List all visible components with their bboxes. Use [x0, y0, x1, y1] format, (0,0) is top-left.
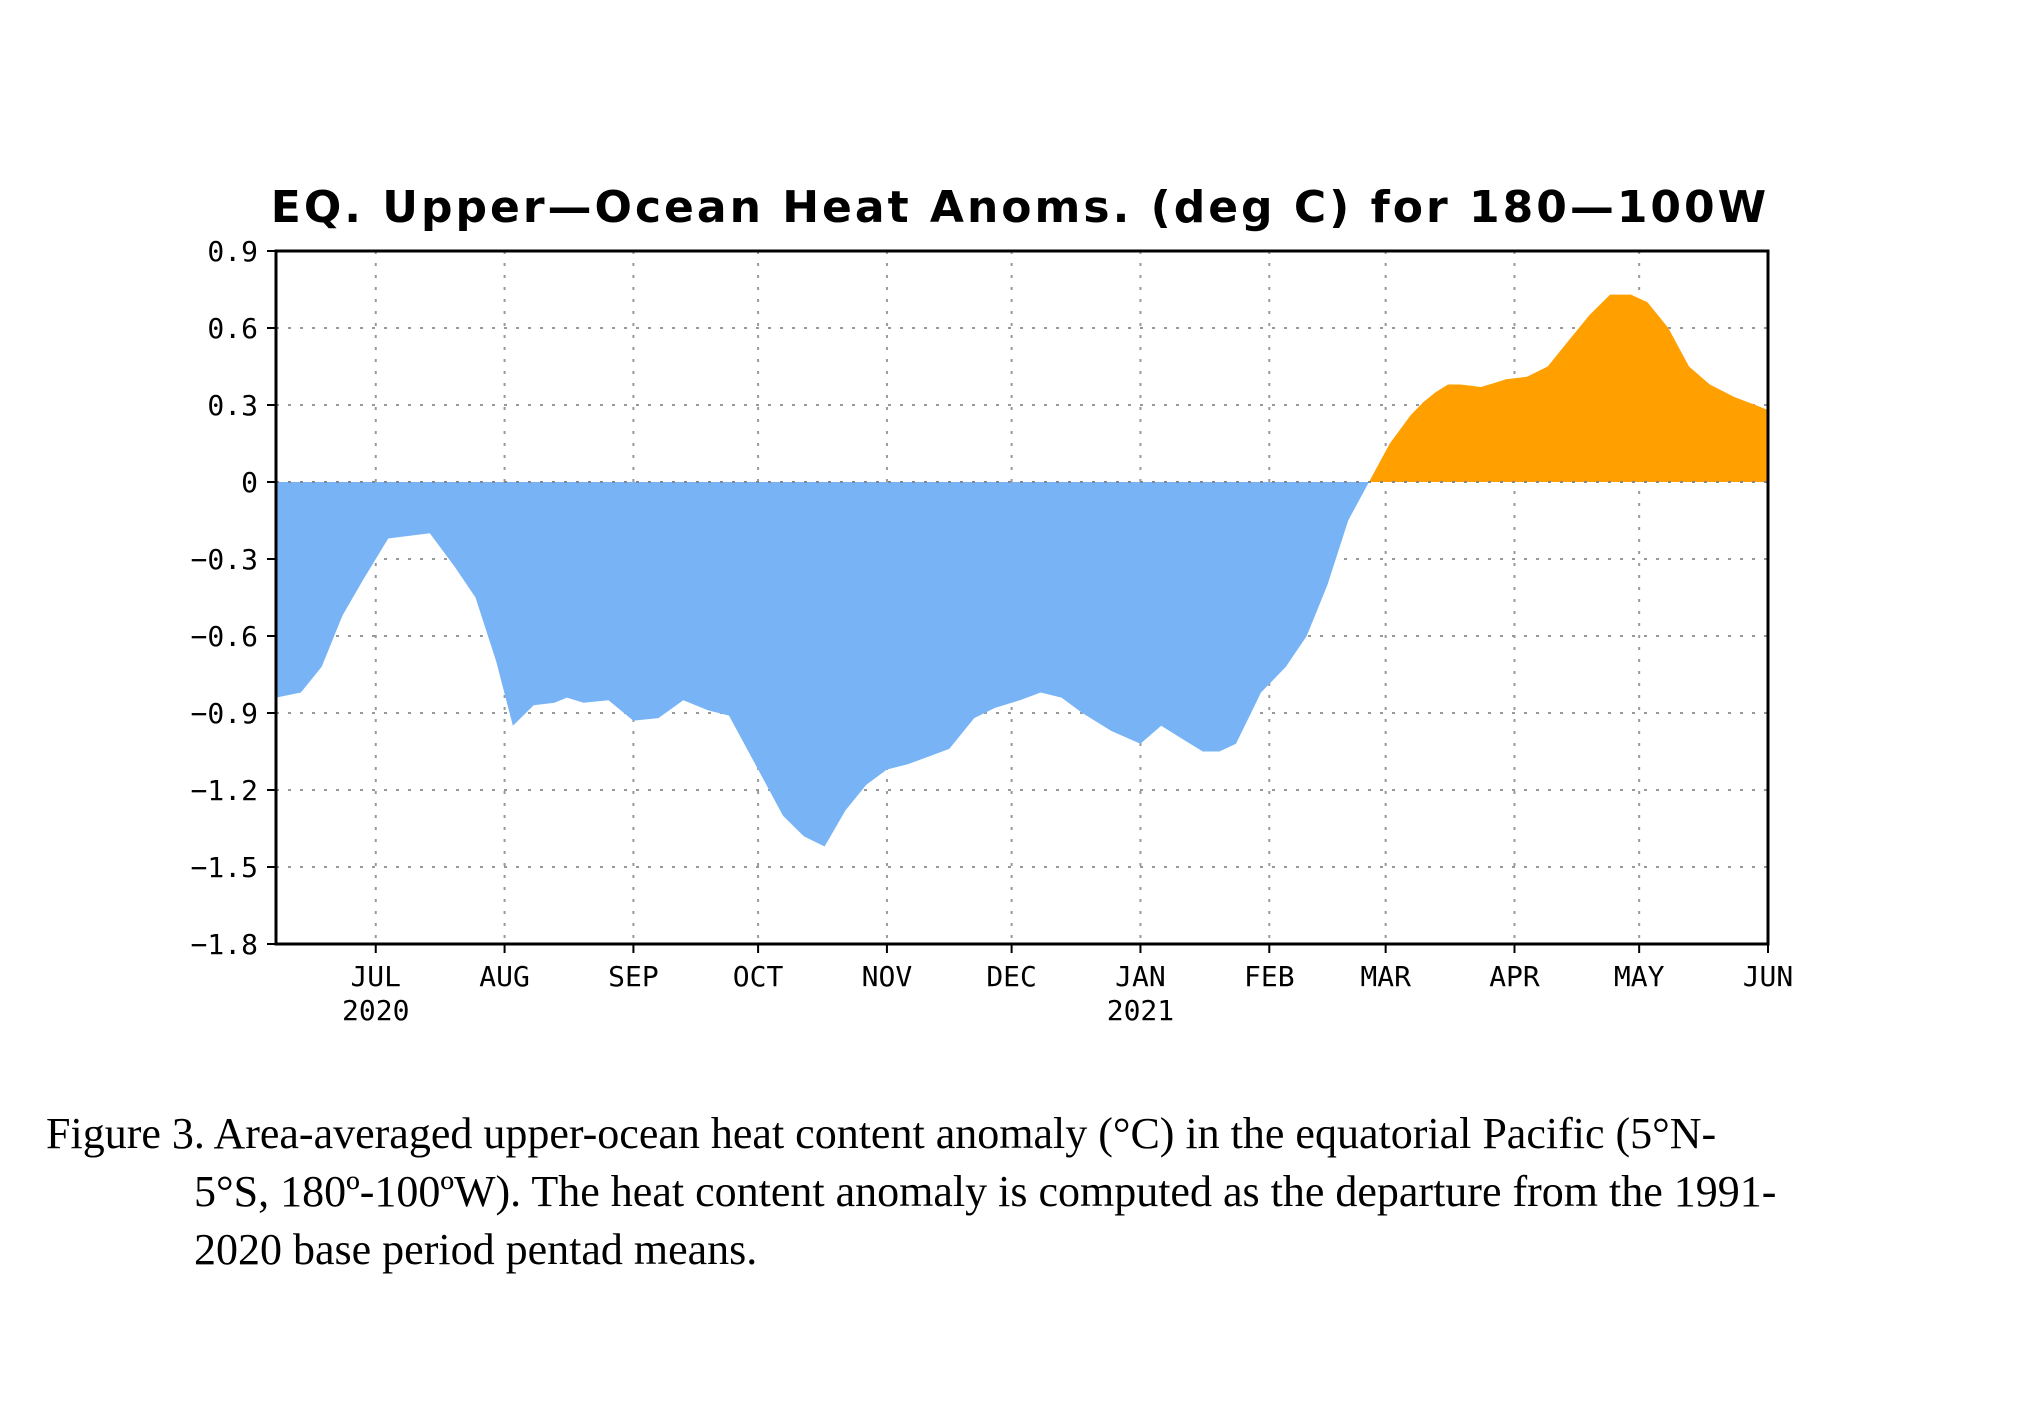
- negative-anomaly-area: [276, 482, 1369, 847]
- x-tick-label: AUG: [479, 960, 530, 993]
- x-tick-label: OCT: [733, 960, 784, 993]
- y-tick-label: 0.3: [207, 389, 258, 422]
- x-tick-label: DEC: [986, 960, 1037, 993]
- chart-title: EQ. Upper—Ocean Heat Anoms. (deg C) for …: [271, 182, 1769, 233]
- plot-border: [274, 249, 1770, 946]
- y-tick-label: −0.3: [191, 543, 258, 576]
- y-tick-label: −0.6: [191, 620, 258, 653]
- y-tick-label: −1.2: [191, 774, 258, 807]
- x-tick-label: NOV: [862, 960, 913, 993]
- y-axis-ticks: 0.9 0.6 0.3 0 −0.3 −0.6 −0.9 −1.2 −1.5 −1.8: [191, 235, 276, 961]
- y-tick-label: 0.9: [207, 235, 258, 268]
- x-tick-label: SEP: [608, 960, 659, 993]
- y-tick-label: 0.6: [207, 312, 258, 345]
- x-tick-label: JUN: [1743, 960, 1794, 993]
- anomaly-area: [276, 294, 1768, 847]
- x-tick-label: FEB: [1244, 960, 1295, 993]
- caption-line-1: Figure 3. Area-averaged upper-ocean heat…: [46, 1109, 1717, 1158]
- x-tick-label: JAN: [1115, 960, 1166, 993]
- x-tick-label: APR: [1489, 960, 1540, 993]
- y-tick-label: −0.9: [191, 697, 258, 730]
- caption-line-2: 5°S, 180º-100ºW). The heat content anoma…: [194, 1167, 1777, 1216]
- y-tick-label: −1.5: [191, 851, 258, 884]
- heat-anomaly-chart: EQ. Upper—Ocean Heat Anoms. (deg C) for …: [191, 182, 1794, 1027]
- x-year-label: 2020: [342, 994, 409, 1027]
- positive-anomaly-area: [1369, 294, 1768, 482]
- x-year-label: 2021: [1107, 994, 1174, 1027]
- x-tick-label: MAY: [1614, 960, 1665, 993]
- x-tick-label: MAR: [1360, 960, 1411, 993]
- caption-line-3: 2020 base period pentad means.: [194, 1225, 758, 1274]
- y-tick-label: −1.8: [191, 928, 258, 961]
- figure-caption: Figure 3. Area-averaged upper-ocean heat…: [46, 1105, 2006, 1279]
- y-tick-label: 0: [241, 466, 258, 499]
- plot-frame: [274, 249, 1770, 946]
- x-tick-label: JUL: [350, 960, 401, 993]
